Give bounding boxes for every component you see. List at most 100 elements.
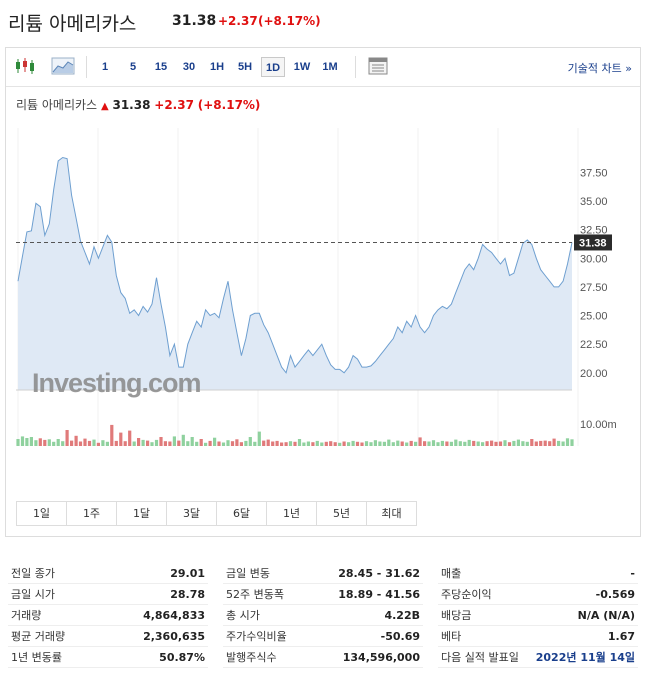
volume-bar [338,442,342,446]
volume-bar [65,430,69,446]
volume-bar [360,442,364,446]
stat-value: 28.78 [170,588,205,601]
stat-row: 주가수익비율 -50.69 [223,626,423,647]
y-tick-label: 20.00 [580,368,608,380]
volume-bar [172,436,176,446]
legend-change-percent: (+8.17%) [197,98,261,112]
stat-label: 금일 시가 [11,588,55,601]
volume-bar [351,440,355,446]
toolbar-divider [86,56,87,78]
area-chart-icon[interactable] [50,57,76,77]
price-change: +2.37 [218,14,258,28]
volume-bar [512,440,516,446]
stat-value: 29.01 [170,567,205,580]
range-1d[interactable]: 1일 [17,502,67,525]
volume-bar [105,441,109,446]
price-chart[interactable]: 37.50 35.00 32.50 30.00 27.50 25.00 22.50 20.00… [6,118,640,446]
volume-bar [418,437,422,446]
interval-1[interactable]: 1 [101,61,109,73]
stat-label: 52주 변동폭 [226,588,284,601]
chart-settings-icon[interactable] [366,57,390,77]
range-1m[interactable]: 1달 [117,502,167,525]
volume-bar [387,439,391,446]
chart-legend: 리튬 아메리카스 ▲ 31.38 +2.37 (+8.17%) [16,96,260,113]
chart-panel: 1 5 15 30 1H 5H 1D 1W 1M 기술적 차트 » 리튬 아메리… [5,47,641,537]
volume-bar [315,440,319,446]
stat-value: 2,360,635 [143,630,205,643]
volume-bar [391,442,395,446]
interval-1m[interactable]: 1M [322,61,338,73]
volume-bar [320,442,324,446]
volume-bar [70,440,74,446]
interval-15[interactable]: 15 [154,61,168,73]
stat-value: N/A (N/A) [577,609,635,622]
volume-bar [199,439,203,446]
volume-bar [454,439,458,446]
interval-1d[interactable]: 1D [261,57,285,77]
y-tick-label: 32.50 [580,225,608,237]
stat-row: 발행주식수 134,596,000 [223,647,423,668]
interval-5h[interactable]: 5H [237,61,253,73]
volume-bar [534,441,538,446]
last-value-badge: 31.38 [574,234,612,251]
price-line [17,156,573,374]
legend-price: 31.38 [112,98,151,112]
volume-bar [302,442,306,446]
stat-value: -0.569 [595,588,635,601]
stat-value: 4.22B [384,609,420,622]
range-1w[interactable]: 1주 [67,502,117,525]
volume-bar [87,440,92,446]
volume-bar [565,438,570,446]
volume-bar [275,440,279,446]
volume-bar [355,441,360,446]
watermark-text: Investing.com [32,368,201,398]
interval-1w[interactable]: 1W [293,61,311,73]
stat-value: 134,596,000 [342,651,420,664]
candlestick-icon[interactable] [13,57,37,77]
stat-row: 거래량 4,864,833 [8,605,208,626]
volume-bar [168,441,172,446]
range-max[interactable]: 최대 [381,507,402,520]
volume-bar [239,442,243,446]
stat-row: 다음 실적 발표일 2022년 11월 14일 [438,647,638,668]
volume-bar [570,439,574,446]
earnings-date-link[interactable]: 2022년 11월 14일 [535,651,635,664]
volume-bar [297,439,302,446]
volume-bar [16,439,20,446]
stat-value: -50.69 [380,630,420,643]
volume-bar [373,440,377,446]
interval-5[interactable]: 5 [129,61,137,73]
volume-bar [525,441,529,446]
volume-bar [257,431,261,446]
stat-label: 배당금 [441,609,472,622]
interval-30[interactable]: 30 [182,61,196,73]
y-tick-label: 25.00 [580,311,608,323]
stat-value: 50.87% [159,651,205,664]
volume-bar [378,441,382,446]
volume-bar [436,442,440,446]
volume-bar [150,442,154,446]
volume-bar [271,441,275,446]
volume-bar [132,441,136,446]
instrument-name: 리튬 아메리카스 [8,13,137,35]
volume-bar [476,441,480,446]
y-tick-label: 37.50 [580,167,608,179]
volume-bar [467,439,471,446]
range-5y[interactable]: 5년 [317,502,367,525]
volume-bar [347,442,351,446]
volume-bar [34,440,38,446]
range-6m[interactable]: 6달 [217,502,267,525]
volume-bar [516,439,520,446]
volume-bar [235,439,239,446]
volume-bar [280,442,284,446]
interval-1h[interactable]: 1H [209,61,225,73]
volume-bar [490,440,494,446]
range-3m[interactable]: 3달 [167,502,217,525]
stat-row: 베타 1.67 [438,626,638,647]
y-tick-label: 27.50 [580,282,608,294]
technical-chart-link[interactable]: 기술적 차트 » [567,62,632,75]
range-1y[interactable]: 1년 [267,502,317,525]
volume-bar [481,442,485,446]
volume-bar [445,441,449,446]
stat-value: 18.89 - 41.56 [338,588,420,601]
